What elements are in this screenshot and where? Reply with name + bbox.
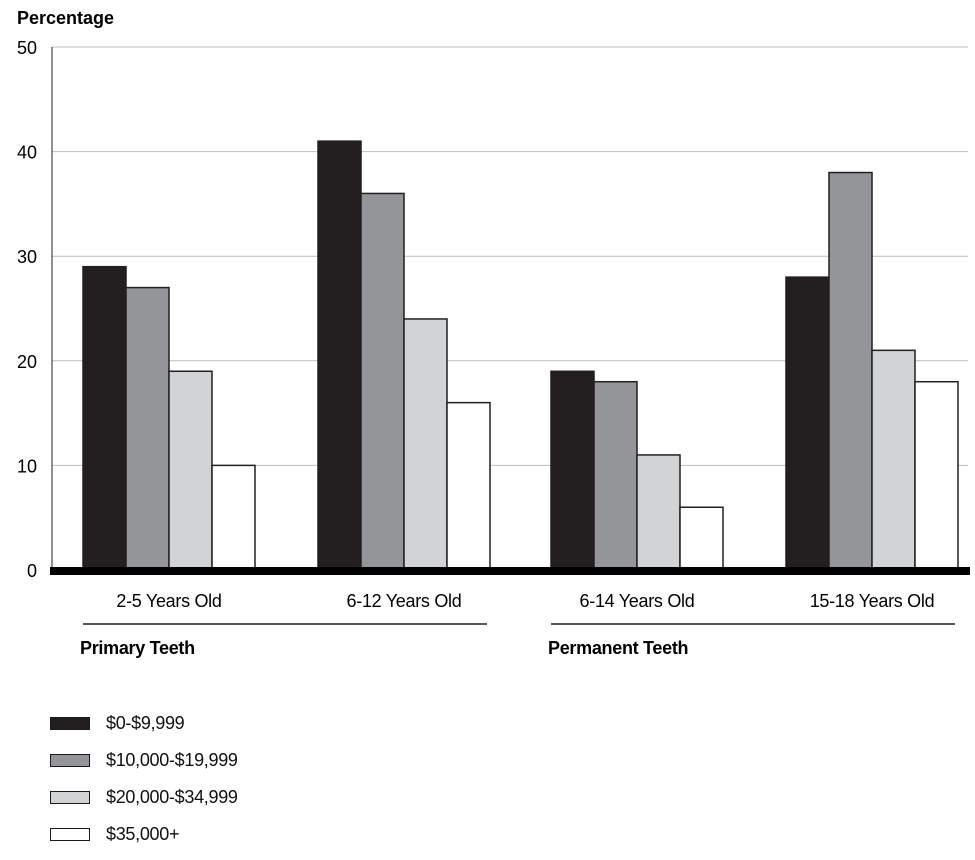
legend-label: $35,000+ [106,823,180,844]
y-tick-label: 10 [17,456,37,476]
legend-swatch-3 [50,827,90,841]
y-tick-label: 20 [17,352,37,372]
legend-swatch-1 [50,753,90,767]
bar [125,286,170,571]
y-tick-label: 40 [17,143,37,163]
bar [317,140,362,571]
x-tick-label: 6-14 Years Old [580,591,695,611]
legend-item: $35,000+ [50,823,238,845]
bar [446,401,491,571]
group-label: Primary Teeth [80,638,195,658]
bar [593,380,638,571]
bar [550,370,595,571]
bar-chart: Percentage 0 10 20 30 40 50 2-5 Years Old 6-12… [17,8,970,658]
bar [828,171,873,571]
bar [168,370,213,571]
y-tick-label: 30 [17,247,37,267]
bar [785,276,830,571]
y-tick-label: 0 [27,561,37,581]
legend-label: $10,000-$19,999 [106,749,238,770]
legend-item: $20,000-$34,999 [50,786,238,808]
x-tick-label: 6-12 Years Old [347,591,462,611]
bar [211,464,256,571]
legend-label: $20,000-$34,999 [106,786,238,807]
bar [871,349,916,571]
legend-swatch-0 [50,716,90,730]
y-axis-label: Percentage [17,8,114,28]
legend: $0-$9,999 $10,000-$19,999 $20,000-$34,99… [50,712,238,860]
y-tick-label: 50 [17,38,37,58]
bar [636,454,681,571]
bar [82,265,127,571]
bar [914,380,959,571]
x-axis-baseline [50,567,970,575]
legend-label: $0-$9,999 [106,712,185,733]
legend-item: $0-$9,999 [50,712,238,734]
x-tick-label: 15-18 Years Old [810,591,935,611]
legend-swatch-2 [50,790,90,804]
bar [403,318,448,571]
bar [679,506,724,571]
group-label: Permanent Teeth [548,638,688,658]
x-tick-label: 2-5 Years Old [116,591,221,611]
bar [360,192,405,571]
legend-item: $10,000-$19,999 [50,749,238,771]
